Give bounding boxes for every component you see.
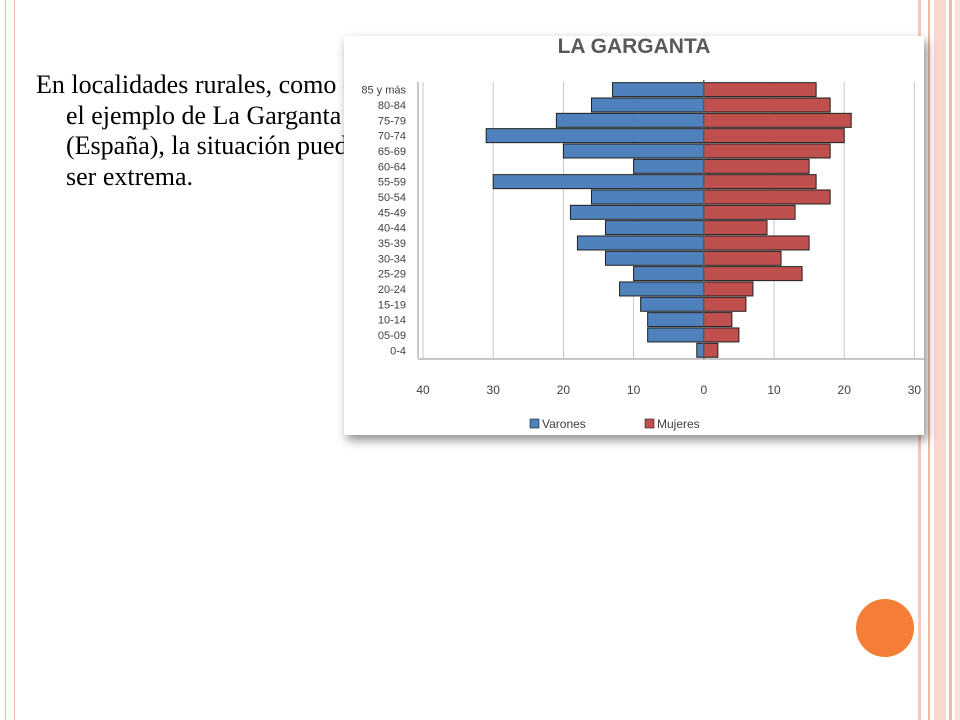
bar-mujeres — [703, 204, 796, 220]
bar-varones — [619, 281, 705, 297]
bar-varones — [696, 342, 705, 358]
y-tick-label: 15-19 — [378, 299, 406, 311]
bar-mujeres — [703, 281, 754, 297]
bar-varones — [647, 327, 705, 343]
y-tick-label: 30-34 — [378, 253, 406, 265]
y-tick-label: 40-44 — [378, 223, 406, 235]
bar-mujeres — [703, 250, 782, 266]
accent-circle — [856, 599, 914, 657]
bar-varones — [605, 220, 705, 236]
chart-title: LA GARGANTA — [558, 36, 711, 58]
bar-mujeres — [703, 296, 747, 312]
bar-mujeres — [703, 235, 810, 251]
y-tick-label: 85 y más — [361, 85, 406, 97]
legend-swatch-mujeres — [644, 418, 655, 429]
slide-body-text: En localidades rurales, como es el ejemp… — [36, 70, 365, 191]
bar-mujeres — [703, 312, 733, 328]
population-pyramid-chart: LA GARGANTA 85 y más 80-84 75-79 70-74 65-69 6… — [344, 36, 924, 435]
bar-varones — [485, 128, 705, 144]
bar-mujeres — [703, 189, 831, 205]
y-tick-label: 55-59 — [378, 177, 406, 189]
bar-mujeres — [703, 128, 845, 144]
x-tick-label: 30 — [908, 383, 922, 397]
bar-varones — [640, 296, 705, 312]
bar-mujeres — [703, 158, 810, 174]
bar-mujeres — [703, 342, 719, 358]
y-tick-label: 0-4 — [390, 345, 406, 357]
x-tick-label: 10 — [627, 383, 641, 397]
bar-varones — [555, 112, 705, 128]
y-tick-label: 20-24 — [378, 284, 406, 296]
y-tick-label: 60-64 — [378, 161, 406, 173]
bar-varones — [590, 189, 705, 205]
y-tick-label: 70-74 — [378, 131, 406, 143]
bar-mujeres — [703, 174, 817, 190]
x-tick-label: 0 — [700, 383, 707, 397]
y-tick-label: 35-39 — [378, 238, 406, 250]
x-tick-label: 20 — [557, 383, 571, 397]
y-tick-label: 75-79 — [378, 115, 406, 127]
slide-frame-left — [5, 0, 15, 720]
bar-varones — [647, 312, 705, 328]
bar-mujeres — [703, 266, 803, 282]
y-tick-label: 50-54 — [378, 192, 406, 204]
y-tick-label: 45-49 — [378, 207, 406, 219]
bar-varones — [569, 204, 705, 220]
bar-mujeres — [703, 327, 740, 343]
y-tick-label: 05-09 — [378, 330, 406, 342]
bar-varones — [633, 158, 705, 174]
bar-mujeres — [703, 97, 831, 113]
bar-varones — [605, 250, 705, 266]
bar-varones — [576, 235, 705, 251]
bar-varones — [492, 174, 705, 190]
bar-varones — [612, 82, 705, 98]
y-tick-label: 65-69 — [378, 146, 406, 158]
x-tick-label: 20 — [838, 383, 852, 397]
bar-mujeres — [703, 112, 852, 128]
bar-varones — [633, 266, 705, 282]
bar-mujeres — [703, 220, 768, 236]
bar-mujeres — [703, 82, 817, 98]
legend-swatch-varones — [529, 418, 540, 429]
y-tick-label: 80-84 — [378, 100, 406, 112]
bar-varones — [590, 97, 705, 113]
x-tick-label: 30 — [487, 383, 501, 397]
y-tick-label: 25-29 — [378, 269, 406, 281]
legend-label-varones: Varones — [542, 417, 586, 431]
x-tick-label: 40 — [416, 383, 430, 397]
y-tick-label: 10-14 — [378, 315, 406, 327]
bar-varones — [562, 143, 705, 159]
bar-mujeres — [703, 143, 831, 159]
legend-label-mujeres: Mujeres — [657, 417, 700, 431]
x-tick-label: 10 — [767, 383, 781, 397]
chart-canvas: LA GARGANTA 85 y más 80-84 75-79 70-74 65-69 6… — [361, 36, 924, 431]
